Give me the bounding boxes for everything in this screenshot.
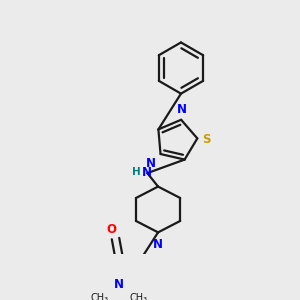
Text: O: O: [107, 224, 117, 236]
Text: CH₃: CH₃: [129, 293, 148, 300]
Text: H: H: [132, 167, 141, 177]
Text: N: N: [153, 238, 163, 251]
Text: N: N: [114, 278, 124, 291]
Text: N: N: [142, 166, 152, 179]
Text: CH₃: CH₃: [90, 293, 108, 300]
Text: N: N: [146, 157, 156, 170]
Text: N: N: [177, 103, 187, 116]
Text: S: S: [202, 133, 211, 146]
